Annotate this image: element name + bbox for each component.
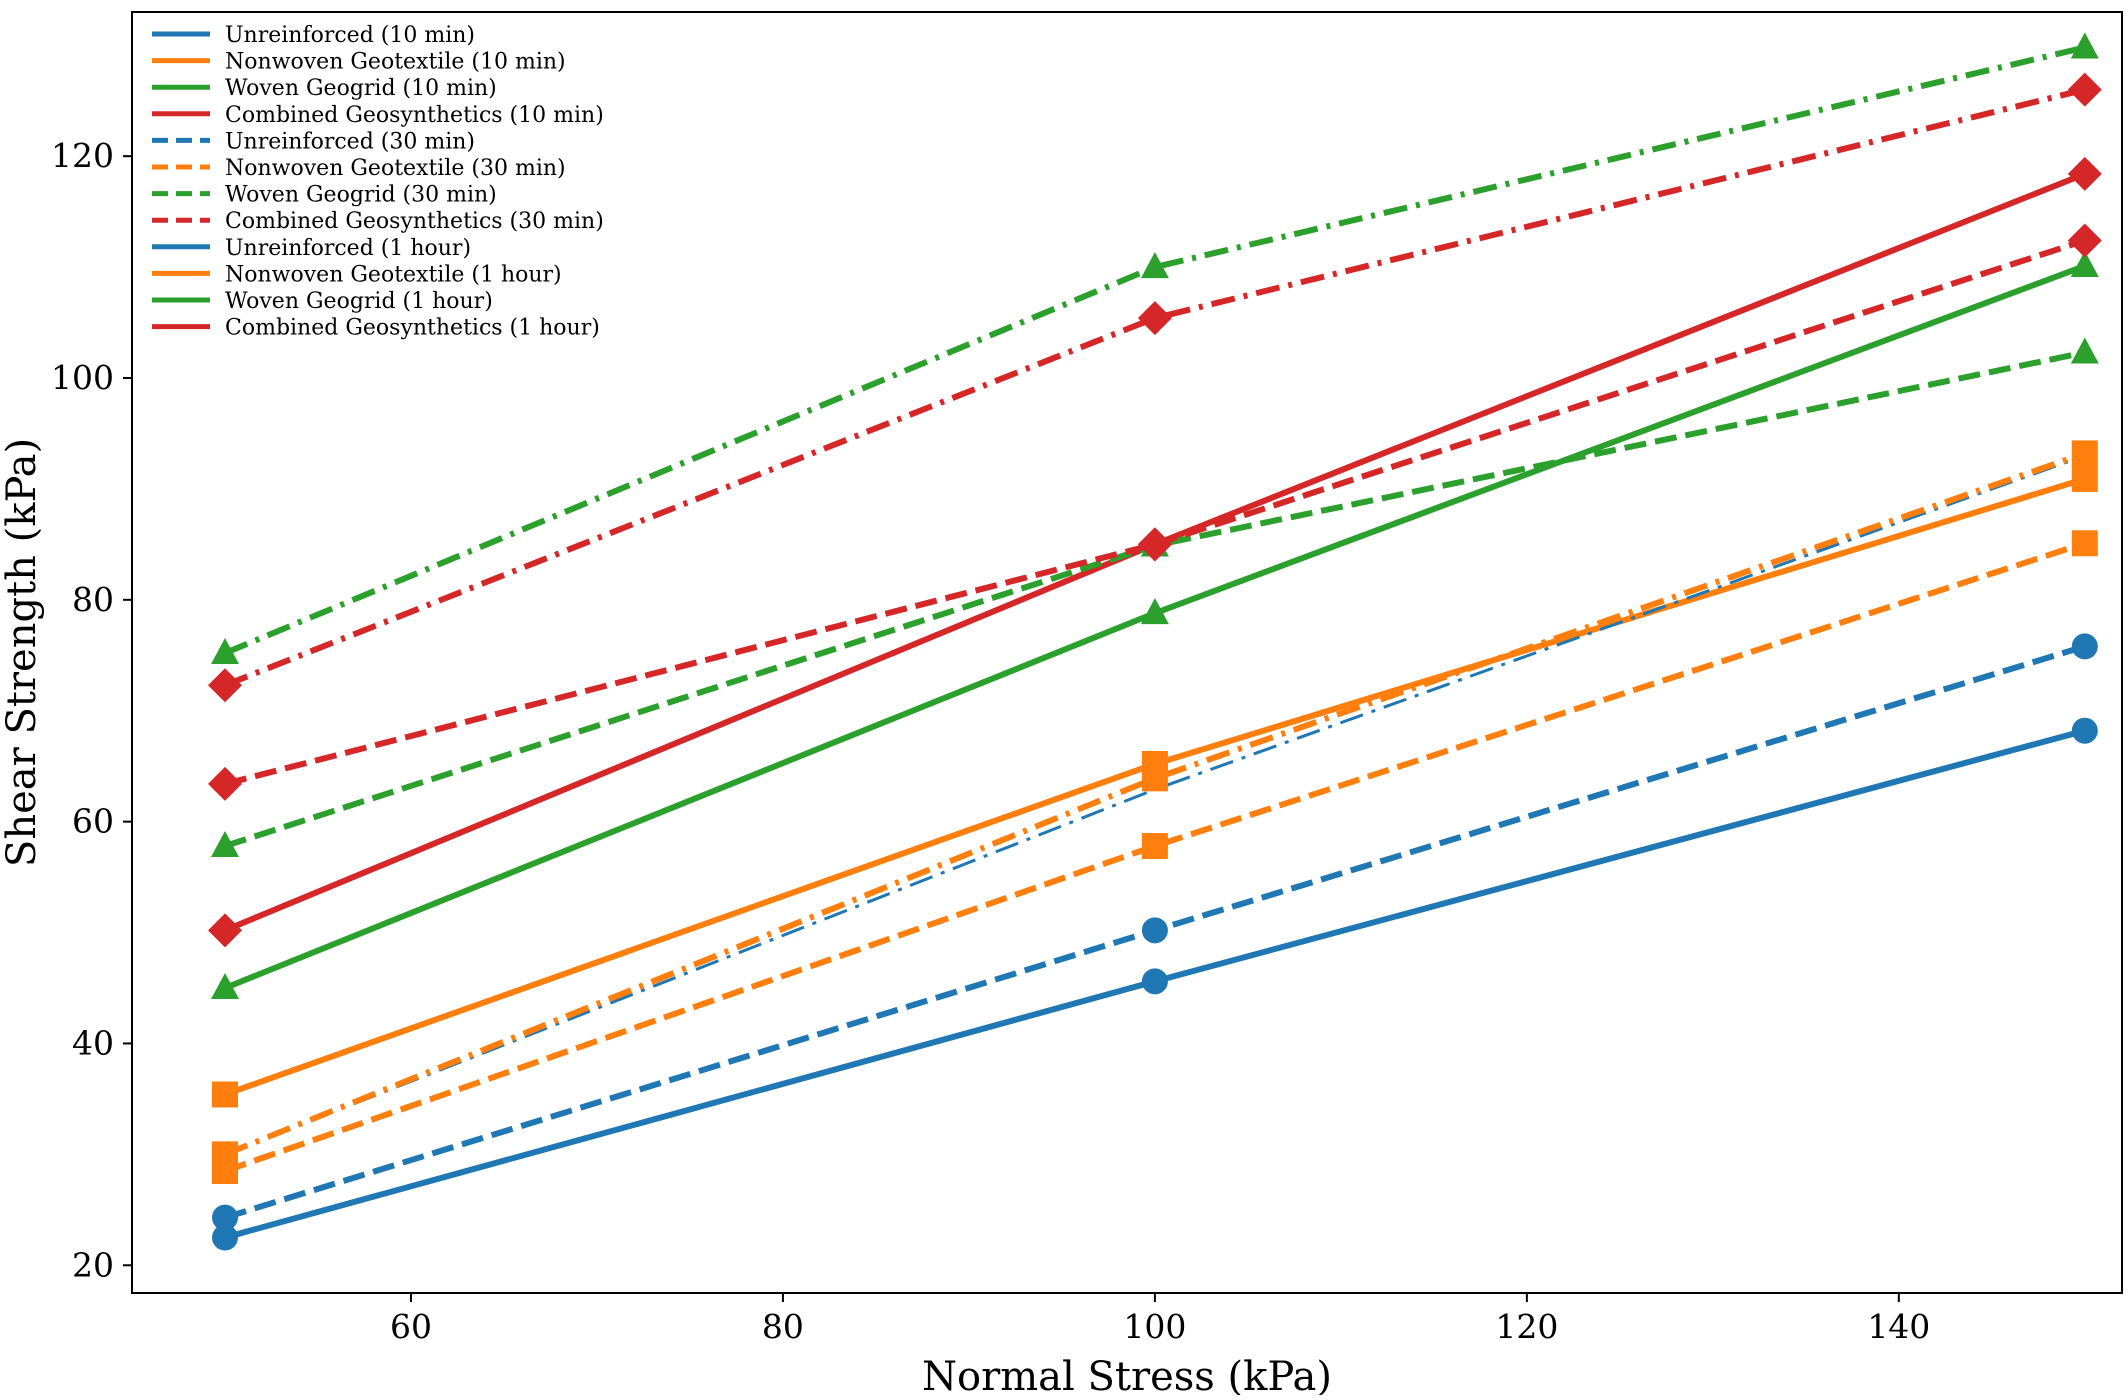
legend-item-unreinforced-30-min: Unreinforced (30 min) xyxy=(152,129,475,154)
legend-item-nonwoven-geotextile-10-min: Nonwoven Geotextile (10 min) xyxy=(152,50,566,75)
legend-label: Unreinforced (1 hour) xyxy=(225,236,471,261)
data-point xyxy=(2071,717,2098,744)
series-nonwoven-geotextile-1-hour xyxy=(211,440,2098,1168)
series-line xyxy=(224,540,2086,1174)
y-axis-ticks: 20 40 60 80 100 120 xyxy=(51,136,132,1284)
legend-label: Combined Geosynthetics (30 min) xyxy=(225,209,604,234)
legend-item-unreinforced-1-hour: Unreinforced (1 hour) xyxy=(152,236,471,261)
data-point xyxy=(207,766,242,801)
series-unreinforced-1-hour xyxy=(224,454,2086,1156)
series-unreinforced-30-min xyxy=(211,633,2098,1231)
legend-label: Woven Geogrid (1 hour) xyxy=(225,289,493,314)
series-line xyxy=(223,450,2086,1158)
data-point xyxy=(210,973,239,999)
data-point xyxy=(1141,968,1168,995)
legend-item-woven-geogrid-10-min: Woven Geogrid (10 min) xyxy=(152,76,497,101)
legend-label: Unreinforced (10 min) xyxy=(225,23,475,48)
data-point xyxy=(211,1224,238,1251)
plot-area-frame xyxy=(131,11,2123,1294)
data-point xyxy=(1140,598,1169,625)
legend-label: Nonwoven Geotextile (1 hour) xyxy=(225,262,562,287)
series-line xyxy=(224,454,2086,1156)
data-point xyxy=(2071,530,2098,557)
y-axis-label: Shear Strength (kPa) xyxy=(0,438,45,867)
data-point xyxy=(1137,301,1172,336)
legend-item-woven-geogrid-30-min: Woven Geogrid (30 min) xyxy=(152,183,497,208)
y-tick-label: 60 xyxy=(72,802,114,841)
y-tick-label: 40 xyxy=(72,1023,114,1062)
data-point xyxy=(1140,252,1169,279)
legend-label: Combined Geosynthetics (10 min) xyxy=(225,103,604,128)
y-tick-label: 100 xyxy=(51,358,114,397)
series-line xyxy=(223,44,2086,656)
legend-item-unreinforced-10-min: Unreinforced (10 min) xyxy=(152,23,475,48)
series-woven-geogrid-10-min xyxy=(210,250,2099,999)
series-unreinforced-10-min xyxy=(211,717,2098,1251)
data-point xyxy=(2070,32,2099,59)
data-point xyxy=(207,668,242,703)
data-point xyxy=(207,913,242,948)
legend-label: Woven Geogrid (10 min) xyxy=(225,76,497,101)
legend-label: Woven Geogrid (30 min) xyxy=(225,183,497,208)
legend-item-combined-geosynthetics-30-min: Combined Geosynthetics (30 min) xyxy=(152,209,604,234)
data-point xyxy=(2071,465,2098,492)
data-point xyxy=(211,1141,238,1168)
series-layer xyxy=(207,32,2102,1251)
data-point xyxy=(2071,440,2098,467)
x-tick-label: 80 xyxy=(762,1307,804,1346)
data-point xyxy=(1137,527,1172,562)
legend-item-nonwoven-geotextile-30-min: Nonwoven Geotextile (30 min) xyxy=(152,156,566,181)
data-point xyxy=(210,638,239,665)
legend-item-combined-geosynthetics-1-hour: Combined Geosynthetics (1 hour) xyxy=(152,316,600,341)
data-point xyxy=(210,831,239,858)
series-woven-geogrid-1-hour xyxy=(210,32,2099,665)
legend-label: Nonwoven Geotextile (30 min) xyxy=(225,156,566,181)
x-tick-label: 120 xyxy=(1495,1307,1558,1346)
data-point xyxy=(2067,223,2102,258)
data-point xyxy=(2067,72,2102,107)
y-tick-label: 120 xyxy=(51,136,114,175)
legend-item-woven-geogrid-1-hour: Woven Geogrid (1 hour) xyxy=(152,289,493,314)
series-combined-geosynthetics-30-min xyxy=(207,223,2102,801)
data-point xyxy=(2070,337,2099,364)
legend-item-combined-geosynthetics-10-min: Combined Geosynthetics (10 min) xyxy=(152,103,604,128)
legend-label: Unreinforced (30 min) xyxy=(225,129,475,154)
data-point xyxy=(211,1081,238,1108)
series-line xyxy=(224,237,2086,787)
series-combined-geosynthetics-1-hour xyxy=(207,72,2102,703)
data-point xyxy=(211,1204,238,1231)
x-axis-ticks: 60 80 100 120 140 xyxy=(390,1293,1930,1346)
x-tick-label: 60 xyxy=(390,1307,432,1346)
x-tick-label: 100 xyxy=(1123,1307,1186,1346)
data-point xyxy=(1141,917,1168,944)
y-tick-label: 80 xyxy=(72,580,114,619)
legend-item-nonwoven-geotextile-1-hour: Nonwoven Geotextile (1 hour) xyxy=(152,262,562,287)
y-tick-label: 20 xyxy=(72,1245,114,1284)
x-tick-label: 140 xyxy=(1867,1307,1930,1346)
legend: Unreinforced (10 min)Nonwoven Geotextile… xyxy=(152,23,604,341)
data-point xyxy=(1141,833,1168,860)
data-point xyxy=(2067,156,2102,191)
legend-label: Nonwoven Geotextile (10 min) xyxy=(225,50,566,75)
data-point xyxy=(1141,765,1168,792)
data-point xyxy=(2071,633,2098,660)
x-axis-label: Normal Stress (kPa) xyxy=(922,1354,1332,1395)
legend-label: Combined Geosynthetics (1 hour) xyxy=(225,316,600,341)
data-point xyxy=(2070,250,2099,277)
